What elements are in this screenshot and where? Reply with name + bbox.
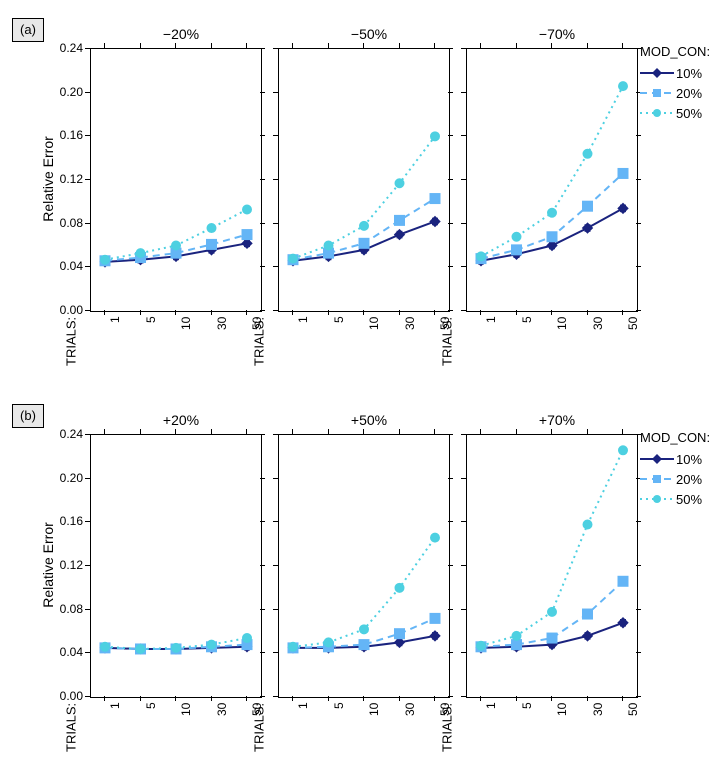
panel-title: −50% bbox=[351, 26, 387, 42]
x-tick-label: 30 bbox=[215, 703, 229, 716]
y-tick-label: 0.12 bbox=[60, 558, 83, 572]
x-tick-label: 30 bbox=[403, 317, 417, 330]
y-axis-label: Relative Error bbox=[40, 522, 56, 608]
y-tick-label: 0.16 bbox=[60, 128, 83, 142]
legend-item: 10% bbox=[640, 63, 710, 83]
x-tick-label: 10 bbox=[367, 317, 381, 330]
x-tick-label: 30 bbox=[591, 703, 605, 716]
legend-label: 20% bbox=[674, 86, 702, 101]
x-tick-label: 1 bbox=[296, 702, 310, 709]
x-tick-label: 5 bbox=[332, 702, 346, 709]
legend-title: MOD_CON: bbox=[640, 430, 710, 445]
plot-svg bbox=[91, 435, 261, 697]
x-tick-label: 50 bbox=[626, 703, 640, 716]
y-tick-label: 0.08 bbox=[60, 216, 83, 230]
legend-item: 50% bbox=[640, 103, 710, 123]
chart-panel bbox=[466, 434, 638, 698]
legend-item: 10% bbox=[640, 449, 710, 469]
x-tick-label: 30 bbox=[403, 703, 417, 716]
panel-title: −70% bbox=[539, 26, 575, 42]
legend-label: 50% bbox=[674, 492, 702, 507]
x-tick-label: 50 bbox=[250, 703, 264, 716]
plot-svg bbox=[91, 49, 261, 311]
y-tick-label: 0.20 bbox=[60, 85, 83, 99]
x-tick-label: 5 bbox=[520, 702, 534, 709]
chart-panel bbox=[466, 48, 638, 312]
legend-item: 20% bbox=[640, 83, 710, 103]
legend-title: MOD_CON: bbox=[640, 44, 710, 59]
x-tick-label: 5 bbox=[332, 316, 346, 323]
y-tick-label: 0.04 bbox=[60, 645, 83, 659]
plot-svg bbox=[467, 435, 637, 697]
legend-label: 20% bbox=[674, 472, 702, 487]
chart-panel bbox=[278, 48, 450, 312]
legend-label: 10% bbox=[674, 452, 702, 467]
y-tick-label: 0.08 bbox=[60, 602, 83, 616]
x-tick-label: 10 bbox=[367, 703, 381, 716]
x-tick-label: 10 bbox=[555, 317, 569, 330]
y-tick-label: 0.04 bbox=[60, 259, 83, 273]
x-axis-label: TRIALS: bbox=[63, 317, 78, 366]
x-tick-label: 50 bbox=[250, 317, 264, 330]
y-tick-label: 0.20 bbox=[60, 471, 83, 485]
plot-svg bbox=[467, 49, 637, 311]
legend-label: 50% bbox=[674, 106, 702, 121]
panel-title: +50% bbox=[351, 412, 387, 428]
plot-svg bbox=[279, 435, 449, 697]
y-tick-label: 0.12 bbox=[60, 172, 83, 186]
x-axis-label: TRIALS: bbox=[63, 703, 78, 752]
x-tick-label: 50 bbox=[438, 703, 452, 716]
panel-title: −20% bbox=[163, 26, 199, 42]
chart-panel bbox=[90, 434, 262, 698]
x-tick-label: 1 bbox=[484, 702, 498, 709]
x-tick-label: 1 bbox=[484, 316, 498, 323]
x-tick-label: 5 bbox=[520, 316, 534, 323]
x-tick-label: 50 bbox=[438, 317, 452, 330]
row-label: (a) bbox=[12, 18, 44, 42]
figure: (a) (b) Relative Error −20% 0.00 0.04 0.08 0.12… bbox=[0, 0, 721, 774]
panel-title: +20% bbox=[163, 412, 199, 428]
x-tick-label: 5 bbox=[144, 702, 158, 709]
legend-item: 20% bbox=[640, 469, 710, 489]
x-tick-label: 10 bbox=[179, 317, 193, 330]
x-tick-label: 1 bbox=[108, 316, 122, 323]
chart-panel bbox=[90, 48, 262, 312]
legend: MOD_CON: 10% 20% 50% bbox=[640, 430, 710, 509]
y-tick-label: 0.24 bbox=[60, 427, 83, 441]
y-tick-label: 0.00 bbox=[60, 689, 83, 703]
chart-panel bbox=[278, 434, 450, 698]
y-tick-label: 0.00 bbox=[60, 303, 83, 317]
x-tick-label: 10 bbox=[555, 703, 569, 716]
legend-label: 10% bbox=[674, 66, 702, 81]
y-axis-label: Relative Error bbox=[40, 136, 56, 222]
y-tick-label: 0.16 bbox=[60, 514, 83, 528]
x-tick-label: 10 bbox=[179, 703, 193, 716]
row-label: (b) bbox=[12, 404, 44, 428]
legend: MOD_CON: 10% 20% 50% bbox=[640, 44, 710, 123]
y-tick-label: 0.24 bbox=[60, 41, 83, 55]
legend-item: 50% bbox=[640, 489, 710, 509]
x-tick-label: 50 bbox=[626, 317, 640, 330]
x-tick-label: 5 bbox=[144, 316, 158, 323]
x-tick-label: 30 bbox=[215, 317, 229, 330]
x-tick-label: 1 bbox=[108, 702, 122, 709]
plot-svg bbox=[279, 49, 449, 311]
x-tick-label: 30 bbox=[591, 317, 605, 330]
panel-title: +70% bbox=[539, 412, 575, 428]
x-tick-label: 1 bbox=[296, 316, 310, 323]
